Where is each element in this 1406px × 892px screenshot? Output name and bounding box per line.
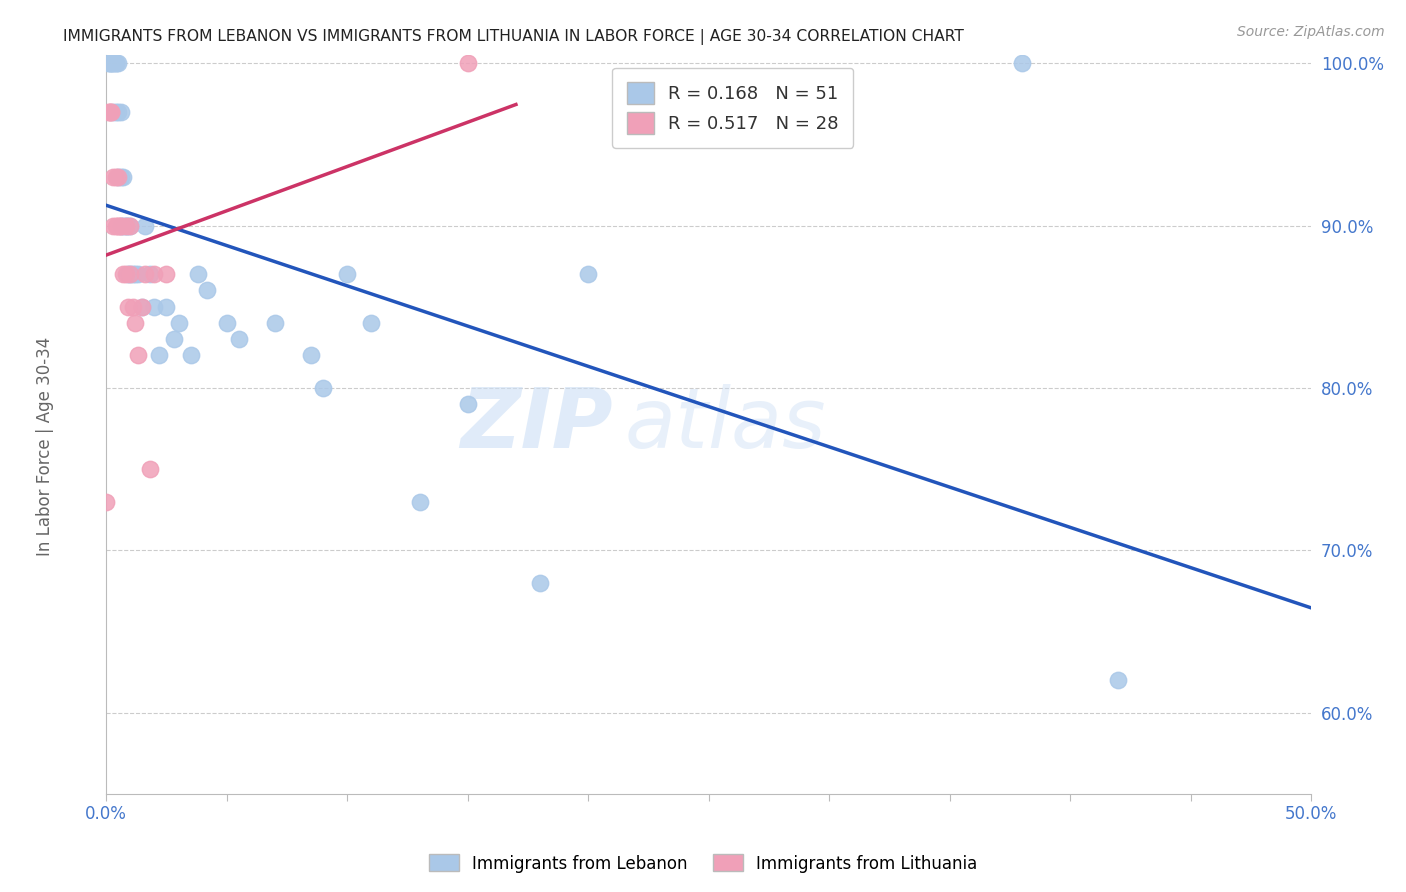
Point (529, 575, 551, 590)
Text: IMMIGRANTS FROM LEBANON VS IMMIGRANTS FROM LITHUANIA IN LABOR FORCE | AGE 30-34 : IMMIGRANTS FROM LEBANON VS IMMIGRANTS FR… (63, 29, 965, 45)
Point (107, 169, 129, 184)
Point (103, 56, 125, 70)
Legend: Immigrants from Lebanon, Immigrants from Lithuania: Immigrants from Lebanon, Immigrants from… (422, 847, 984, 880)
Point (124, 316, 146, 330)
Point (143, 300, 166, 314)
Point (138, 462, 160, 476)
Text: Source: ZipAtlas.com: Source: ZipAtlas.com (1237, 25, 1385, 39)
Text: In Labor Force | Age 30-34: In Labor Force | Age 30-34 (37, 336, 53, 556)
Point (97, 56, 120, 70)
Point (197, 284, 219, 298)
Legend: R = 0.168   N = 51, R = 0.517   N = 28: R = 0.168 N = 51, R = 0.517 N = 28 (613, 68, 853, 148)
Point (112, 169, 135, 184)
Point (131, 300, 153, 314)
Point (360, 316, 382, 330)
Point (121, 300, 143, 314)
Point (120, 219, 142, 233)
Point (264, 316, 287, 330)
Text: ZIP: ZIP (460, 384, 613, 465)
Point (100, 56, 122, 70)
Point (117, 219, 139, 233)
Point (96, 494, 118, 508)
Point (104, 105, 127, 120)
Point (180, 348, 202, 362)
Point (155, 300, 177, 314)
Point (104, 169, 127, 184)
Point (336, 267, 359, 281)
Point (143, 267, 166, 281)
Point (112, 219, 135, 233)
Point (576, 267, 599, 281)
Point (163, 332, 186, 346)
Point (114, 219, 136, 233)
Point (408, 494, 430, 508)
Point (104, 219, 127, 233)
Point (148, 348, 170, 362)
Point (100, 56, 122, 70)
Point (134, 267, 156, 281)
Point (155, 267, 177, 281)
Point (103, 105, 125, 120)
Point (121, 267, 143, 281)
Point (457, 56, 479, 70)
Point (110, 169, 132, 184)
Point (117, 267, 139, 281)
Point (114, 267, 136, 281)
Point (100, 105, 122, 120)
Point (457, 397, 479, 411)
Point (134, 219, 156, 233)
Point (107, 105, 129, 120)
Point (127, 267, 149, 281)
Point (110, 219, 132, 233)
Point (103, 56, 125, 70)
Point (104, 56, 127, 70)
Point (138, 267, 160, 281)
Point (127, 348, 149, 362)
Point (97, 56, 120, 70)
Point (97, 105, 120, 120)
Point (114, 219, 136, 233)
Point (131, 300, 153, 314)
Text: atlas: atlas (624, 384, 825, 465)
Point (107, 219, 129, 233)
Point (104, 56, 127, 70)
Point (103, 169, 125, 184)
Point (1011, 56, 1033, 70)
Point (112, 267, 135, 281)
Point (1107, 673, 1129, 687)
Point (167, 316, 190, 330)
Point (312, 381, 335, 395)
Point (107, 169, 129, 184)
Point (228, 332, 250, 346)
Point (107, 219, 129, 233)
Point (120, 267, 142, 281)
Point (97, 105, 120, 120)
Point (103, 219, 125, 233)
Point (120, 267, 142, 281)
Point (117, 300, 139, 314)
Point (299, 348, 322, 362)
Point (120, 219, 142, 233)
Point (107, 56, 129, 70)
Point (110, 105, 132, 120)
Point (100, 105, 122, 120)
Point (187, 267, 209, 281)
Point (114, 219, 136, 233)
Point (215, 316, 238, 330)
Point (110, 219, 132, 233)
Point (124, 267, 146, 281)
Point (110, 219, 132, 233)
